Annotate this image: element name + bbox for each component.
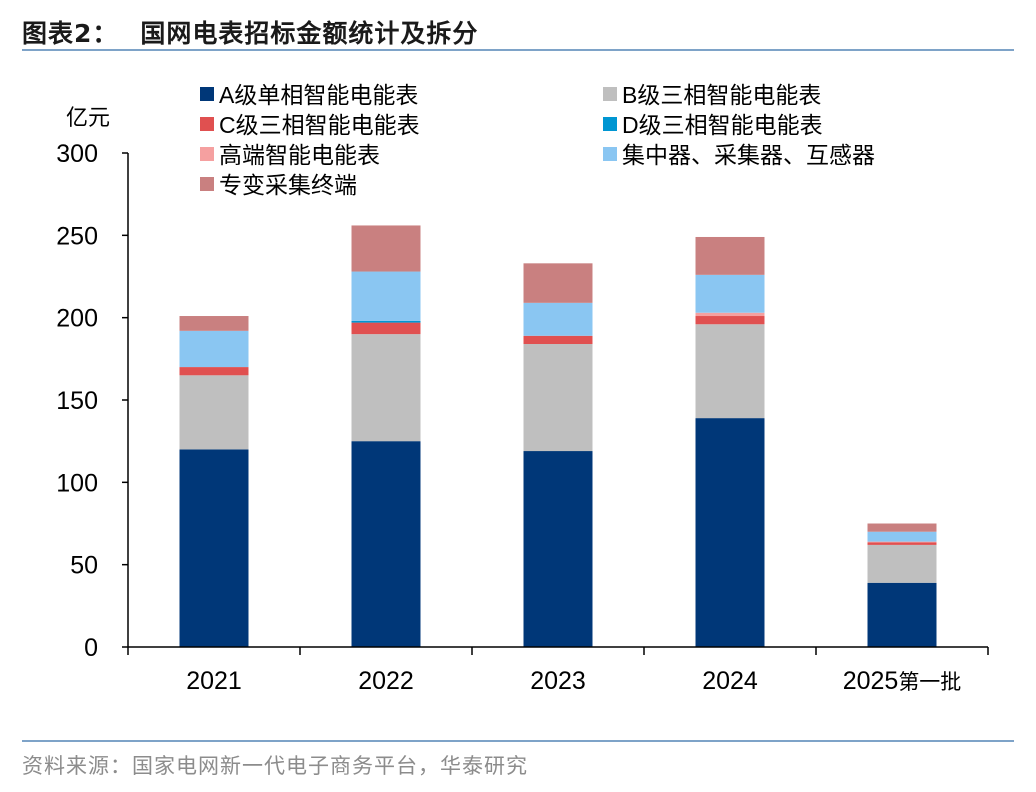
bar-segment [179,375,249,450]
bar-segment [179,330,249,368]
bar-segment [351,225,421,272]
legend-label: A级单相智能电能表 [219,82,418,108]
bar-segment [351,320,421,323]
x-tick-label: 2021 [186,667,242,695]
y-tick-label: 0 [84,634,98,662]
x-tick-label: 2023 [530,667,586,695]
y-tick-label: 300 [56,140,98,168]
bar-segment [867,541,937,543]
bar-segment [867,531,937,542]
bar-segment [695,274,765,313]
legend-swatch [603,147,617,161]
y-tick-label: 150 [56,387,98,415]
y-axis: 0 50 100 150 200 250 300 [56,140,129,662]
legend-swatch [603,117,617,131]
y-tick-label: 100 [56,469,98,497]
stacked-bar-chart: A级单相智能电能表 B级三相智能电能表 C级三相智能电能表 D级三相智能电能表高端智能… [56,82,989,695]
x-tick-label: 2025第一批 [843,667,962,695]
bar-segment [523,335,593,345]
y-tick-label: 250 [56,222,98,250]
top-divider [22,49,1014,51]
legend-label: 高端智能电能表 [219,142,380,168]
bar-segment [695,418,765,647]
x-axis: 2021 2022 2023 2024 2025第一批 [127,646,989,695]
legend-swatch [200,147,214,161]
legend-label: D级三相智能电能表 [622,112,823,138]
bar-segment [867,542,937,545]
x-tick-label: 2022 [358,667,414,695]
bar-segment [351,441,421,647]
bar-segment [523,302,593,336]
bars [179,225,937,647]
bar-segment [695,324,765,419]
legend-label: C级三相智能电能表 [219,112,420,138]
bar-segment [351,334,421,442]
legend-label: 集中器、采集器、互感器 [622,142,875,168]
bar-segment [867,582,937,647]
bottom-divider [22,740,1014,742]
bar-segment [867,523,937,532]
legend-swatch [200,117,214,131]
y-tick-label: 50 [70,552,98,580]
legend-item: 高端智能电能表 [200,142,380,168]
y-axis-label: 亿元 [66,105,110,130]
bar-segment [179,449,249,647]
legend-item: C级三相智能电能表 [200,112,420,138]
bar-segment [695,236,765,275]
bar-segment [351,322,421,335]
y-tick-label: 200 [56,305,98,333]
bar-segment [351,271,421,321]
bar-segment [179,316,249,331]
legend-swatch [200,87,214,101]
figure-number: 图表2： [22,19,119,48]
figure-title-text: 国网电表招标金额统计及拆分 [140,19,479,48]
legend-label: 专变采集终端 [219,172,357,198]
bar-segment [523,344,593,452]
legend-item: A级单相智能电能表 [200,82,418,108]
bar-segment [523,451,593,647]
bar-segment [523,263,593,303]
legend-item: D级三相智能电能表 [603,112,823,138]
x-tick-label: 2024 [702,667,758,695]
legend-item: 集中器、采集器、互感器 [603,142,875,168]
source-note: 资料来源：国家电网新一代电子商务平台，华泰研究 [22,754,528,778]
bar-segment [179,367,249,376]
legend-swatch [200,177,214,191]
bar-segment [695,316,765,325]
figure-title: 图表2： 国网电表招标金额统计及拆分 [22,14,478,50]
bar-segment [867,544,937,583]
legend-label: B级三相智能电能表 [622,82,821,108]
legend-swatch [603,87,617,101]
bar-segment [695,312,765,317]
legend-item: B级三相智能电能表 [603,82,821,108]
chart-legend: A级单相智能电能表 B级三相智能电能表 C级三相智能电能表 D级三相智能电能表高端智能… [200,82,875,198]
legend-item: 专变采集终端 [200,172,357,198]
